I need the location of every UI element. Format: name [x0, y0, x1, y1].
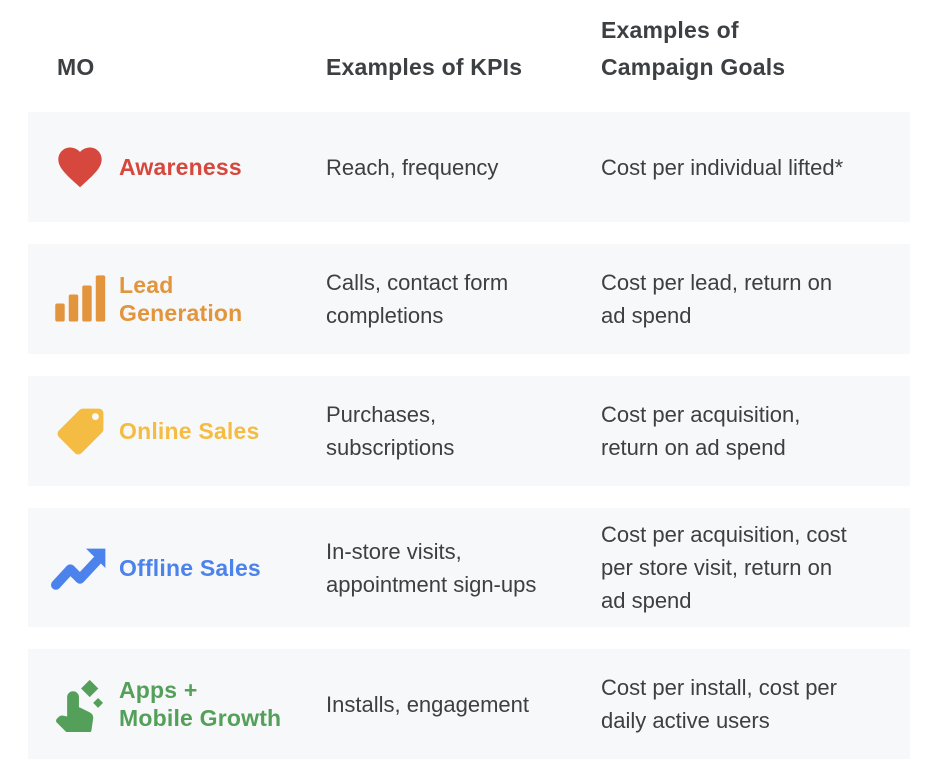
table-row-offline-sales: Offline Sales In-store visits, appointme… — [28, 508, 910, 627]
mo-label: Lead Generation — [119, 272, 243, 326]
mo-label: Online Sales — [119, 418, 260, 444]
kpi-cell: Calls, contact form completions — [326, 270, 509, 328]
goal-cell: Cost per lead, return on ad spend — [601, 270, 833, 328]
goal-cell: Cost per acquisition, return on ad spend — [601, 402, 801, 460]
mo-label: Awareness — [119, 154, 242, 180]
table-row-awareness: Awareness Reach, frequency Cost per indi… — [28, 112, 910, 222]
kpi-cell: Installs, engagement — [326, 691, 530, 717]
tap-hand-sparkles-icon — [50, 674, 110, 734]
mo-cell: Online Sales — [50, 401, 326, 461]
trending-up-icon — [50, 538, 110, 598]
table-row-lead-generation: Lead Generation Calls, contact form comp… — [28, 244, 910, 354]
mo-cell: Apps + Mobile Growth — [50, 674, 326, 734]
goal-cell: Cost per install, cost per daily active … — [601, 675, 837, 733]
kpi-cell: In-store visits, appointment sign-ups — [326, 538, 537, 597]
header-kpis: Examples of KPIs — [326, 54, 523, 80]
goal-cell: Cost per acquisition, cost per store vis… — [601, 522, 847, 613]
kpi-cell: Purchases, subscriptions — [326, 402, 455, 460]
table-row-online-sales: Online Sales Purchases, subscriptions Co… — [28, 376, 910, 486]
table-row-apps-mobile-growth: Apps + Mobile Growth Installs, engagemen… — [28, 649, 910, 759]
heart-icon — [50, 137, 110, 197]
bar-chart-icon — [50, 269, 110, 329]
table-header-row: MO Examples of KPIs Examples of Campaign… — [28, 0, 910, 112]
marketing-objectives-table: MO Examples of KPIs Examples of Campaign… — [28, 0, 910, 759]
goal-cell: Cost per individual lifted* — [601, 154, 844, 180]
mo-cell: Offline Sales — [50, 538, 326, 598]
mo-label: Apps + Mobile Growth — [119, 677, 282, 731]
mo-cell: Lead Generation — [50, 269, 326, 329]
mo-cell: Awareness — [50, 137, 326, 197]
header-mo: MO — [57, 54, 95, 80]
header-campaign-goals: Examples of Campaign Goals — [601, 17, 786, 80]
mo-label: Offline Sales — [119, 554, 261, 581]
kpi-cell: Reach, frequency — [326, 154, 499, 180]
price-tag-icon — [50, 401, 110, 461]
